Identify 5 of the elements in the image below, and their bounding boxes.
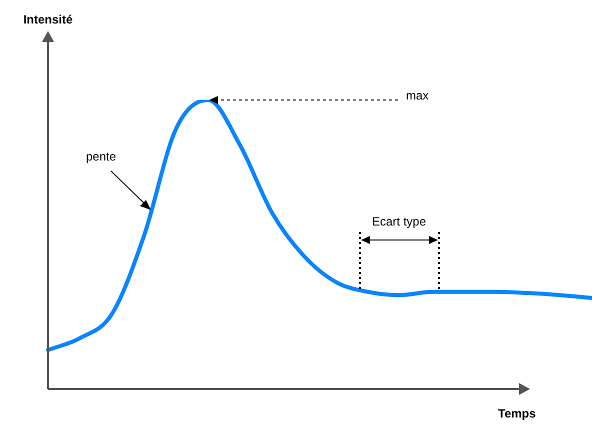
- x-axis-title: Temps: [498, 406, 536, 420]
- text: Intensité: [23, 12, 73, 26]
- annotation: Ecart type: [372, 214, 426, 228]
- annotation: max: [406, 88, 429, 102]
- annotation: pente: [86, 149, 116, 164]
